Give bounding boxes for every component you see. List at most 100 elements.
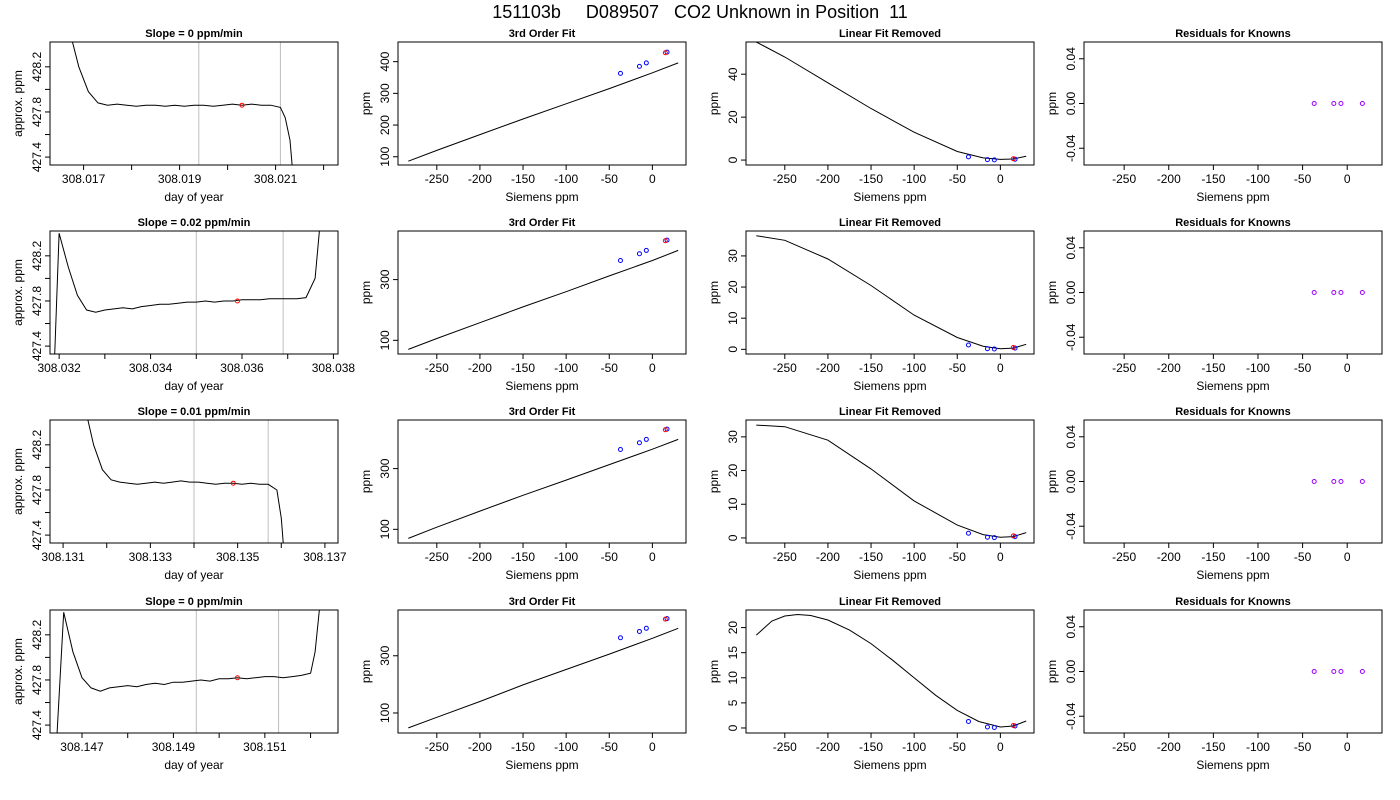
x-axis-label: Siemens ppm (505, 379, 578, 393)
y-tick-label: 100 (378, 703, 392, 723)
x-tick-label: -50 (601, 740, 619, 754)
series-line (71, 42, 293, 165)
x-tick-label: -150 (1201, 740, 1225, 754)
y-axis-label: approx. ppm (11, 638, 25, 705)
panel-title: Linear Fit Removed (839, 406, 941, 418)
x-tick-label: -150 (859, 740, 883, 754)
y-tick-label: 428.2 (30, 240, 44, 270)
panel-title: 3rd Order Fit (509, 406, 576, 418)
known-point (1359, 290, 1365, 295)
y-tick-label: 0.04 (1064, 425, 1078, 449)
x-tick-label: -50 (949, 550, 967, 564)
x-axis-label: Siemens ppm (853, 190, 926, 204)
x-tick-label: -100 (902, 172, 926, 186)
y-tick-label: 428.2 (30, 619, 44, 649)
panel-title: 3rd Order Fit (509, 596, 576, 608)
panel-title: Linear Fit Removed (839, 596, 941, 608)
known-point (617, 635, 623, 641)
unknown-point (662, 238, 668, 244)
x-tick-label: 308.036 (220, 361, 264, 375)
known-point (965, 718, 971, 724)
y-tick-label: -0.04 (1064, 702, 1078, 730)
x-axis-label: Siemens ppm (1196, 568, 1269, 582)
panel-r1-lin: -250 -200 -150 -100 -50 0 0 20 40 Linear Fit Remo… (707, 28, 1035, 204)
unknown-point (1010, 156, 1016, 162)
x-tick-label: -100 (902, 361, 926, 375)
x-tick-label: -150 (511, 550, 535, 564)
panel-title: Slope = 0.01 ppm/min (138, 406, 251, 418)
known-point (643, 625, 649, 631)
panel-title: Slope = 0 ppm/min (145, 28, 243, 40)
y-tick-label: 10 (726, 311, 740, 325)
unknown-point (239, 102, 245, 108)
panel-r2-time: 308.032 308.034 308.036 308.038 427.4 427.8 42… (11, 217, 355, 393)
panel-r2-fit: -250 -200 -150 -100 -50 0 100 300 3rd Order Fit S… (359, 217, 687, 393)
x-tick-label: -50 (601, 172, 619, 186)
unknown-point (1010, 344, 1016, 350)
series-line (408, 62, 679, 162)
data-layer (408, 49, 679, 162)
y-axis-label: ppm (707, 660, 721, 683)
x-axis-label: Siemens ppm (505, 568, 578, 582)
series-line (87, 420, 284, 543)
unknown-point (1010, 722, 1016, 728)
y-axis-label: ppm (359, 92, 373, 115)
known-point (965, 530, 971, 536)
unknown-point (234, 675, 240, 681)
x-tick-label: 308.147 (60, 740, 104, 754)
x-tick-label: 0 (1344, 550, 1351, 564)
plot-frame (1083, 609, 1383, 734)
x-tick-label: -200 (816, 740, 840, 754)
y-tick-label: 300 (378, 645, 392, 665)
known-point (1311, 669, 1317, 674)
x-tick-label: -100 (554, 361, 578, 375)
panel-r4-fit: -250 -200 -150 -100 -50 0 100 300 3rd Order Fit S… (359, 596, 687, 772)
y-axis-label: ppm (1045, 92, 1059, 115)
plot-frame (397, 609, 687, 734)
x-tick-label: -50 (601, 550, 619, 564)
x-axis-label: Siemens ppm (853, 568, 926, 582)
x-tick-label: -200 (816, 361, 840, 375)
panel-title: Residuals for Knowns (1175, 28, 1291, 40)
y-axis-label: ppm (359, 281, 373, 304)
panel-r4-lin: -250 -200 -150 -100 -50 0 0 5 10 15 20 Linear Fit R… (707, 596, 1035, 772)
data-layer (1311, 101, 1365, 106)
y-tick-label: 0.00 (1064, 91, 1078, 115)
data-layer (1311, 290, 1365, 295)
x-tick-label: -250 (773, 550, 797, 564)
panel-title: Slope = 0.02 ppm/min (138, 217, 251, 229)
x-tick-label: 308.151 (243, 740, 287, 754)
known-point (636, 628, 642, 634)
y-tick-label: 30 (726, 249, 740, 263)
data-layer (408, 237, 679, 350)
x-tick-label: -100 (554, 740, 578, 754)
x-tick-label: 308.017 (62, 172, 106, 186)
x-tick-label: 308.019 (158, 172, 202, 186)
x-tick-label: -250 (425, 361, 449, 375)
x-tick-label: 0 (649, 361, 656, 375)
y-tick-label: 0.00 (1064, 659, 1078, 683)
panel-title: Linear Fit Removed (839, 217, 941, 229)
y-tick-label: 427.4 (30, 520, 44, 550)
known-point (965, 342, 971, 348)
x-tick-label: -150 (859, 361, 883, 375)
x-tick-label: -50 (1294, 361, 1312, 375)
series-line (756, 424, 1027, 538)
data-layer (1311, 479, 1365, 484)
known-point (643, 60, 649, 66)
x-tick-label: 0 (1344, 361, 1351, 375)
y-tick-label: 300 (378, 269, 392, 289)
known-point (991, 346, 997, 352)
x-tick-label: 308.149 (152, 740, 196, 754)
y-tick-label: 427.4 (30, 142, 44, 172)
known-point (636, 440, 642, 446)
x-tick-label: -250 (1112, 172, 1136, 186)
y-tick-label: 427.8 (30, 475, 44, 505)
data-layer (71, 42, 293, 165)
x-tick-label: 0 (997, 740, 1004, 754)
x-tick-label: -150 (859, 172, 883, 186)
plot-frame (745, 230, 1035, 355)
panel-r3-fit: -250 -200 -150 -100 -50 0 100 300 3rd Order Fit S… (359, 406, 687, 582)
y-tick-label: 30 (726, 430, 740, 444)
